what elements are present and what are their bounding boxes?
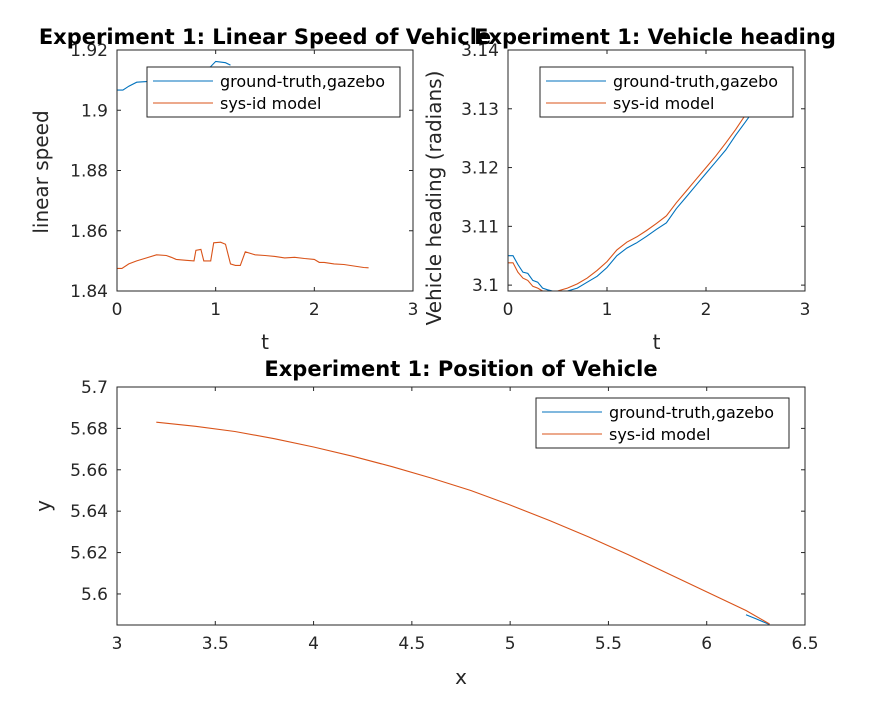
y-tick-label: 1.84 (70, 282, 108, 302)
legend-label: sys-id model (609, 425, 710, 444)
x-tick-label: 6.5 (791, 634, 818, 654)
chart-3: 3 3.5 4 4.5 5 5.5 6 6.5 5.6 5.62 5.64 5.66 5.68 5.7 x y… (31, 378, 819, 689)
y-tick-label: 5.62 (70, 544, 108, 564)
series-line-ground-truth (745, 614, 770, 625)
x-tick-label: 3 (800, 300, 811, 320)
y-tick-label: 5.66 (70, 461, 108, 481)
y-tick-label: 3.14 (461, 41, 499, 61)
y-tick-label: 5.7 (81, 378, 108, 398)
x-tick-label: 0 (503, 300, 514, 320)
legend-label: ground-truth,gazebo (613, 72, 778, 91)
series-layer (156, 421, 770, 625)
legend-box (146, 66, 401, 118)
legend: ground-truth,gazebo sys-id model (535, 397, 790, 449)
y-tick-label: 3.11 (461, 217, 499, 237)
legend-label: ground-truth,gazebo (609, 403, 774, 422)
x-tick-label: 1 (210, 300, 221, 320)
series-line-sys-id (117, 241, 369, 269)
y-tick-label: 1.86 (70, 222, 108, 242)
chart-2: 0 1 2 3 3.1 3.11 3.12 3.13 3.14 t Vehicle heading … (422, 41, 810, 354)
chart-title: Experiment 1: Vehicle heading (474, 25, 836, 49)
x-axis-label: t (261, 330, 269, 354)
legend-label: ground-truth,gazebo (220, 72, 385, 91)
chart-title: Experiment 1: Position of Vehicle (264, 357, 657, 381)
y-tick-label: 3.12 (461, 159, 499, 179)
series-line-sys-id (156, 421, 770, 625)
legend-label: sys-id model (613, 94, 714, 113)
chart-title: Experiment 1: Linear Speed of Vehicle (39, 25, 491, 49)
series-line-ground-truth (508, 114, 752, 291)
y-tick-label: 5.68 (70, 419, 108, 439)
x-tick-label: 2 (309, 300, 320, 320)
x-axis-label: x (455, 665, 467, 689)
x-tick-label: 3.5 (202, 634, 229, 654)
x-tick-label: 5 (505, 634, 516, 654)
titles-layer: Experiment 1: Linear Speed of VehicleExp… (39, 25, 836, 381)
y-tick-label: 5.64 (70, 502, 108, 522)
x-tick-label: 5.5 (595, 634, 622, 654)
legend: ground-truth,gazebo sys-id model (146, 66, 401, 118)
x-axis-label: t (653, 330, 661, 354)
x-tick-label: 3 (408, 300, 419, 320)
x-tick-label: 4.5 (398, 634, 425, 654)
y-tick-label: 3.1 (472, 276, 499, 296)
y-axis-label: Vehicle heading (radians) (422, 71, 446, 326)
legend-label: sys-id model (220, 94, 321, 113)
x-tick-label: 6 (701, 634, 712, 654)
y-tick-label: 1.9 (81, 101, 108, 121)
y-tick-label: 1.92 (70, 41, 108, 61)
x-tick-label: 4 (308, 634, 319, 654)
y-tick-label: 3.13 (461, 100, 499, 120)
chart-1: 0 1 2 3 1.84 1.86 1.88 1.9 1.92 t linear speed grou… (29, 41, 418, 354)
series-layer (508, 114, 752, 291)
y-tick-label: 1.88 (70, 162, 108, 182)
y-axis-label: linear speed (29, 110, 53, 233)
y-axis-label: y (31, 500, 55, 512)
y-tick-label: 5.6 (81, 585, 108, 605)
series-line-sys-id (508, 114, 748, 291)
legend: ground-truth,gazebo sys-id model (539, 66, 794, 118)
legend-box (539, 66, 794, 118)
x-tick-label: 0 (112, 300, 123, 320)
legend-box (535, 397, 790, 449)
x-tick-label: 3 (112, 634, 123, 654)
x-tick-label: 2 (701, 300, 712, 320)
axes-frame (116, 386, 806, 626)
axes-frame (507, 49, 806, 292)
x-tick-label: 1 (602, 300, 613, 320)
